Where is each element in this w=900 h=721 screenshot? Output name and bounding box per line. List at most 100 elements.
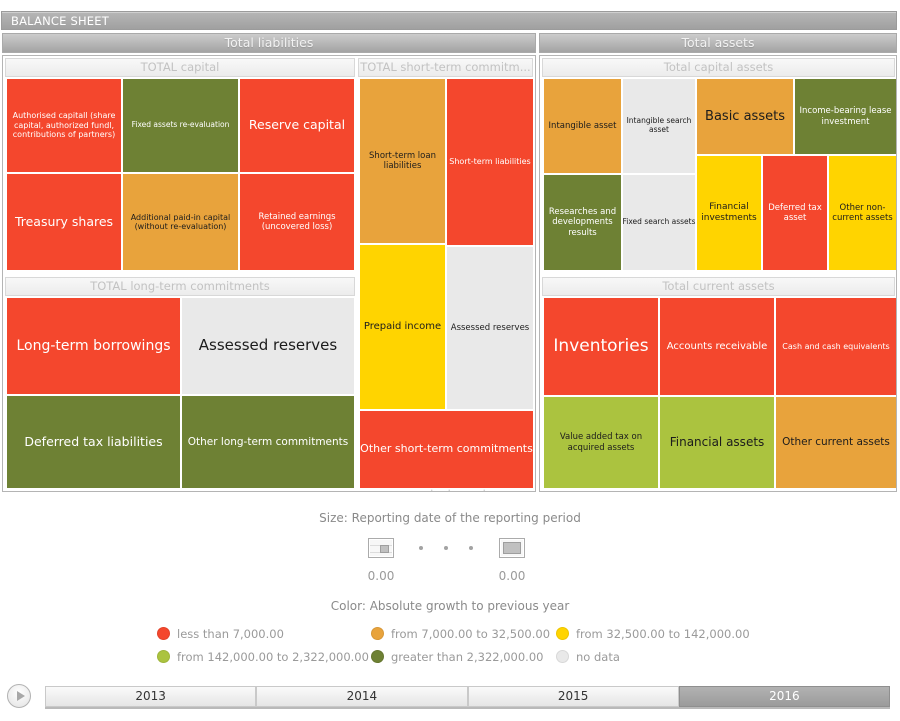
cell-assessed-reserves-long-term[interactable]: Assessed reserves — [182, 298, 354, 394]
cell-label: Additional paid-in capital (without re-e… — [130, 212, 231, 231]
group-header-total-assets: Total assets — [539, 33, 897, 53]
cell-label: Value added tax on acquired assets — [559, 432, 643, 453]
cell-label: Deferred tax liabilities — [24, 433, 163, 449]
cell-label: Intangible search asset — [626, 116, 692, 134]
cell-intangible-search-asset[interactable]: Intangible search asset — [623, 79, 695, 173]
cell-label: Assessed reserves — [450, 322, 530, 333]
legend-color-dot — [157, 650, 170, 663]
splitter-handle-dots[interactable]: ·· · — [430, 484, 500, 497]
legend-item-label: from 142,000.00 to 2,322,000.00 — [177, 649, 369, 664]
cell-label: Prepaid income — [363, 321, 442, 333]
cell-label: Deferred tax asset — [768, 202, 822, 223]
size-max-icon — [499, 538, 525, 558]
cell-deferred-tax-asset[interactable]: Deferred tax asset — [763, 156, 827, 270]
cell-intangible-asset[interactable]: Intangible asset — [544, 79, 621, 173]
cell-retained-earnings[interactable]: Retained earnings (uncovered loss) — [240, 174, 354, 270]
legend-color-dot — [157, 627, 170, 640]
cell-accounts-receivable[interactable]: Accounts receivable — [660, 298, 774, 395]
cell-reserve-capital[interactable]: Reserve capital — [240, 79, 354, 172]
cell-label: Other long-term commitments — [187, 435, 349, 448]
cell-long-term-borrowings[interactable]: Long-term borrowings — [7, 298, 180, 394]
cell-label: Short-term loan liabilities — [369, 150, 436, 171]
cell-treasury-shares[interactable]: Treasury shares — [7, 174, 121, 270]
cell-inventories[interactable]: Inventories — [544, 298, 658, 395]
timeline-year-2016[interactable]: 2016 — [678, 686, 890, 707]
timeline-track-base — [45, 707, 890, 709]
cell-additional-paid-in-capital[interactable]: Additional paid-in capital (without re-e… — [123, 174, 238, 270]
cell-label: Basic assets — [705, 108, 785, 124]
cell-label: Treasury shares — [14, 213, 114, 229]
cell-income-bearing-lease-investment[interactable]: Income-bearing lease investment — [795, 79, 896, 154]
play-button[interactable] — [7, 684, 31, 708]
cell-label: Fixed assets re-evaluation — [131, 120, 230, 130]
cell-fixed-search-assets[interactable]: Fixed search assets — [623, 175, 695, 270]
legend-item: from 142,000.00 to 2,322,000.00 — [157, 649, 369, 664]
cell-label: Financial investments — [701, 202, 757, 223]
cell-label: Assessed reserves — [198, 336, 338, 355]
cell-label: Other short-term commitments — [360, 442, 533, 456]
legend-item-label: less than 7,000.00 — [177, 626, 284, 641]
cell-authorised-capital[interactable]: Authorised capitall (share capital, auth… — [7, 79, 121, 172]
timeline-year-2015[interactable]: 2015 — [467, 686, 679, 707]
size-legend-title: Size: Reporting date of the reporting pe… — [319, 511, 581, 525]
cell-label: Intangible asset — [548, 120, 617, 131]
cell-short-term-liabilities[interactable]: Short-term liabilities — [447, 79, 533, 245]
section-header-total-long-term-commitments: TOTAL long-term commitments — [5, 277, 355, 296]
timeline-year-2014[interactable]: 2014 — [256, 686, 468, 707]
legend-color-dot — [556, 650, 569, 663]
cell-label: Income-bearing lease investment — [799, 106, 892, 127]
legend-item: from 7,000.00 to 32,500.00 — [371, 626, 550, 641]
cell-label: Reserve capital — [248, 117, 346, 133]
size-scale-dot — [469, 546, 473, 550]
cell-financial-assets[interactable]: Financial assets — [660, 397, 774, 488]
legend-item-label: from 32,500.00 to 142,000.00 — [576, 626, 750, 641]
cell-other-short-term-commitments[interactable]: Other short-term commitments — [360, 411, 533, 488]
cell-short-term-loan-liabilities[interactable]: Short-term loan liabilities — [360, 79, 445, 243]
cell-other-long-term-commitments[interactable]: Other long-term commitments — [182, 396, 354, 488]
section-header-total-capital-assets: Total capital assets — [542, 58, 895, 77]
cell-label: Authorised capitall (share capital, auth… — [12, 111, 116, 140]
size-min-value: 0.00 — [367, 569, 395, 583]
cell-deferred-tax-liabilities[interactable]: Deferred tax liabilities — [7, 396, 180, 488]
cell-assessed-reserves-short-term[interactable]: Assessed reserves — [447, 247, 533, 409]
timeline-year-2013[interactable]: 2013 — [45, 686, 257, 707]
cell-basic-assets[interactable]: Basic assets — [697, 79, 793, 154]
cell-label: Short-term liabilities — [449, 157, 531, 167]
cell-cash-and-cash-equivalents[interactable]: Cash and cash equivalents — [776, 298, 896, 395]
cell-prepaid-income[interactable]: Prepaid income — [360, 245, 445, 409]
cell-label: Other current assets — [782, 436, 890, 449]
cell-label: Cash and cash equivalents — [782, 341, 890, 351]
cell-label: Inventories — [553, 336, 649, 357]
cell-label: Accounts receivable — [666, 340, 768, 352]
cell-financial-investments[interactable]: Financial investments — [697, 156, 761, 270]
cell-label: Retained earnings (uncovered loss) — [258, 211, 336, 232]
legend-color-dot — [371, 650, 384, 663]
cell-other-non-current-assets[interactable]: Other non-current assets — [829, 156, 896, 270]
cell-label: Fixed search assets — [623, 217, 695, 227]
legend-item: no data — [556, 649, 620, 664]
page-title: BALANCE SHEET — [11, 14, 109, 28]
color-legend-title: Color: Absolute growth to previous year — [330, 599, 570, 613]
legend-item-label: from 7,000.00 to 32,500.00 — [391, 626, 551, 641]
legend-color-dot — [371, 627, 384, 640]
window-title-bar: BALANCE SHEET — [1, 11, 897, 30]
cell-value-added-tax-on-acquired-assets[interactable]: Value added tax on acquired assets — [544, 397, 658, 488]
legend-item-label: no data — [576, 649, 620, 664]
legend-item: from 32,500.00 to 142,000.00 — [556, 626, 750, 641]
size-scale-dot — [444, 546, 448, 550]
legend-item: greater than 2,322,000.00 — [371, 649, 543, 664]
cell-label: Researches and developments results — [548, 207, 617, 238]
legend-item: less than 7,000.00 — [157, 626, 284, 641]
legend-item-label: greater than 2,322,000.00 — [391, 649, 544, 664]
play-icon — [16, 691, 25, 701]
section-header-total-short-term-commitments: TOTAL short-term commitm... — [358, 58, 533, 77]
size-max-value: 0.00 — [498, 569, 526, 583]
cell-other-current-assets[interactable]: Other current assets — [776, 397, 896, 488]
cell-label: Other non-current assets — [832, 202, 893, 223]
section-header-total-capital: TOTAL capital — [5, 58, 355, 77]
cell-label: Financial assets — [669, 435, 765, 450]
cell-researches-and-developments-results[interactable]: Researches and developments results — [544, 175, 621, 270]
cell-fixed-assets-re-evaluation[interactable]: Fixed assets re-evaluation — [123, 79, 238, 172]
section-header-total-current-assets: Total current assets — [542, 277, 895, 296]
